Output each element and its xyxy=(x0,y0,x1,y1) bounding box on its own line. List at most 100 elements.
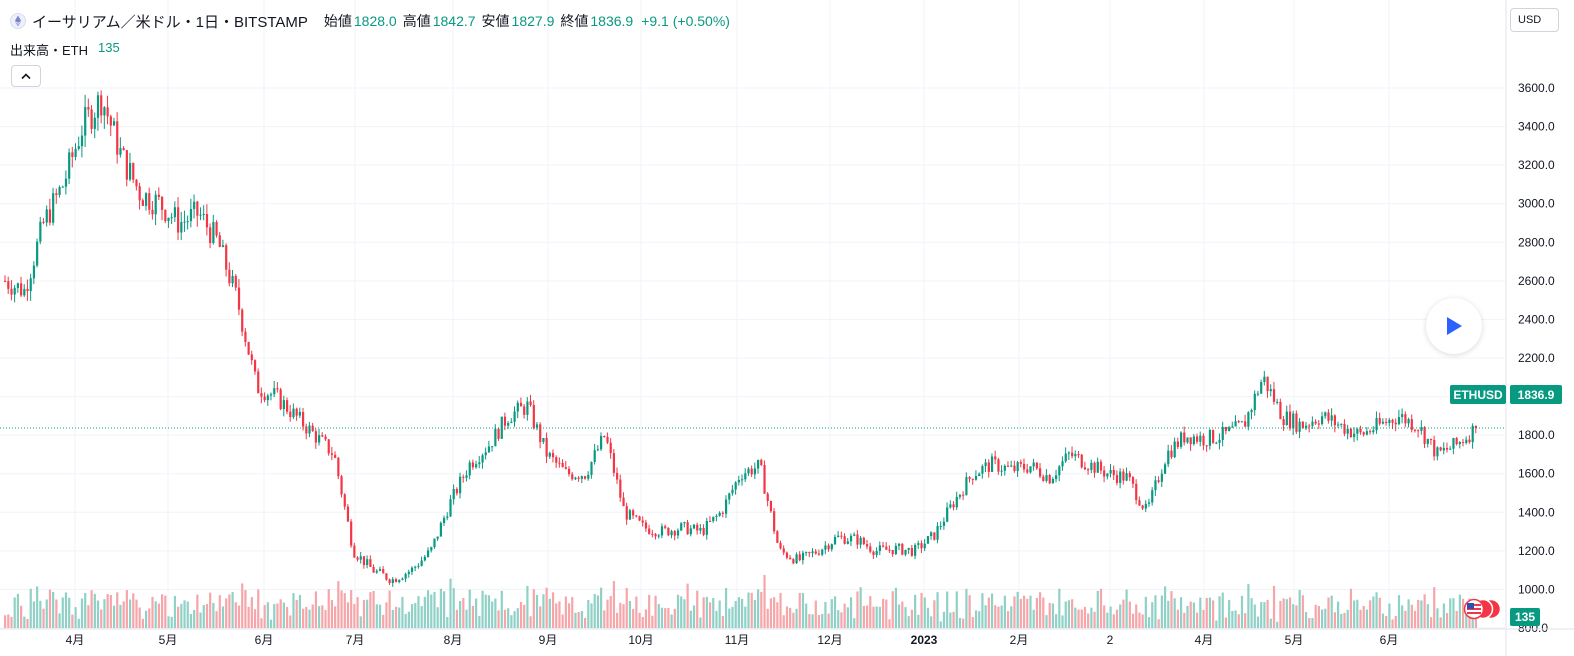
candle-body xyxy=(952,504,955,508)
candle-body xyxy=(930,532,933,537)
candle-body xyxy=(442,517,446,523)
candle-body xyxy=(157,194,161,197)
candle-body xyxy=(334,454,337,458)
volume-bar xyxy=(154,601,157,628)
us-flag-icon[interactable] xyxy=(1463,598,1503,620)
volume-bar xyxy=(128,599,132,628)
candle-body xyxy=(372,566,375,573)
volume-bar xyxy=(29,588,32,628)
volume-bar xyxy=(103,599,106,628)
volume-bar xyxy=(42,608,45,628)
volume-bar xyxy=(878,606,881,628)
candle-body xyxy=(244,331,247,343)
candle-body xyxy=(600,436,603,450)
time-axis[interactable]: 4月 5月 6月 7月 8月 9月 10月 11月 12月 2023 2月 2 4月 5月 6月 xyxy=(0,628,1574,647)
volume-bar xyxy=(1394,615,1397,628)
volume-bar xyxy=(199,612,202,628)
volume-bar xyxy=(20,605,23,628)
volume-bar xyxy=(1385,616,1388,628)
candle-body xyxy=(189,209,193,222)
candle-body xyxy=(1163,464,1167,474)
volume-bar xyxy=(1365,609,1369,628)
volume-bar xyxy=(161,594,164,628)
candle-body xyxy=(426,550,430,557)
candle-body xyxy=(1413,429,1417,431)
volume-bar xyxy=(821,613,824,628)
candle-body xyxy=(266,395,269,401)
volume-bar xyxy=(465,609,468,628)
candle-body xyxy=(221,245,225,247)
candle-body xyxy=(1295,413,1298,432)
candle-body xyxy=(574,477,577,480)
volume-bar xyxy=(920,592,923,628)
volume-bar xyxy=(600,587,603,628)
volume-bar xyxy=(218,595,221,628)
volume-bar xyxy=(1426,604,1429,628)
volume-bar xyxy=(891,591,894,628)
volume-bar xyxy=(1029,595,1032,628)
candle-body xyxy=(16,283,20,288)
currency-button[interactable]: USD xyxy=(1510,8,1559,32)
volume-bar xyxy=(833,596,837,628)
candle-body xyxy=(1122,471,1125,481)
volume-bar xyxy=(289,615,292,628)
candle-body xyxy=(459,476,462,494)
volume-bar xyxy=(1378,597,1381,628)
volume-bar xyxy=(362,600,366,628)
candle-body xyxy=(1394,422,1397,425)
candle-body xyxy=(965,477,968,496)
candle-body xyxy=(782,548,785,553)
candle-body xyxy=(811,551,814,554)
volume-bar xyxy=(539,606,542,628)
volume-bar xyxy=(193,610,196,628)
candle-body xyxy=(183,221,186,223)
volume-bar xyxy=(273,604,276,628)
candle-body xyxy=(1221,426,1224,440)
volume-bar xyxy=(449,578,452,628)
candle-body xyxy=(526,401,529,415)
candle-body xyxy=(1397,417,1401,425)
volume-bar xyxy=(657,604,660,628)
volume-bar xyxy=(708,602,712,628)
candle-body xyxy=(596,449,600,451)
candle-body xyxy=(827,545,830,550)
volume-bar xyxy=(654,595,657,628)
replay-button[interactable] xyxy=(1426,298,1482,354)
candle-body xyxy=(439,522,442,537)
candle-body xyxy=(1333,415,1337,426)
volume-bar xyxy=(1218,596,1221,628)
volume-bar xyxy=(1401,605,1404,628)
candle-body xyxy=(664,526,667,528)
volume-bar xyxy=(247,606,250,628)
candle-body xyxy=(920,543,923,549)
candle-body xyxy=(401,578,404,580)
volume-bar xyxy=(949,612,952,628)
candle-body xyxy=(676,530,680,536)
candle-body xyxy=(452,488,455,500)
price-axis[interactable]: 800.01000.01200.01400.01600.01800.02000.… xyxy=(1505,0,1555,656)
volume-bar xyxy=(1090,607,1093,628)
symbol-title[interactable]: イーサリアム／米ドル・1日・BITSTAMP xyxy=(32,13,308,31)
volume-bar xyxy=(1064,601,1067,628)
candle-body xyxy=(1343,423,1346,434)
volume-bar xyxy=(1039,592,1042,628)
candle-body xyxy=(433,538,436,548)
candle-body xyxy=(628,510,632,520)
volume-bar xyxy=(1087,613,1090,628)
volume-bar xyxy=(670,614,673,628)
candle-body xyxy=(1385,421,1388,424)
candle-body xyxy=(1353,433,1356,438)
candle-body xyxy=(1375,418,1378,431)
candle-body xyxy=(837,535,840,538)
volume-bar xyxy=(1186,605,1189,628)
collapse-legend-button[interactable] xyxy=(11,65,41,87)
candle-body xyxy=(885,546,888,550)
candle-body xyxy=(289,411,292,418)
volume-bar xyxy=(1458,594,1461,628)
volume-bar xyxy=(23,616,26,628)
candle-body xyxy=(741,479,744,481)
volume-bar xyxy=(7,614,10,628)
candle-body xyxy=(497,428,500,439)
candle-body xyxy=(616,472,619,480)
